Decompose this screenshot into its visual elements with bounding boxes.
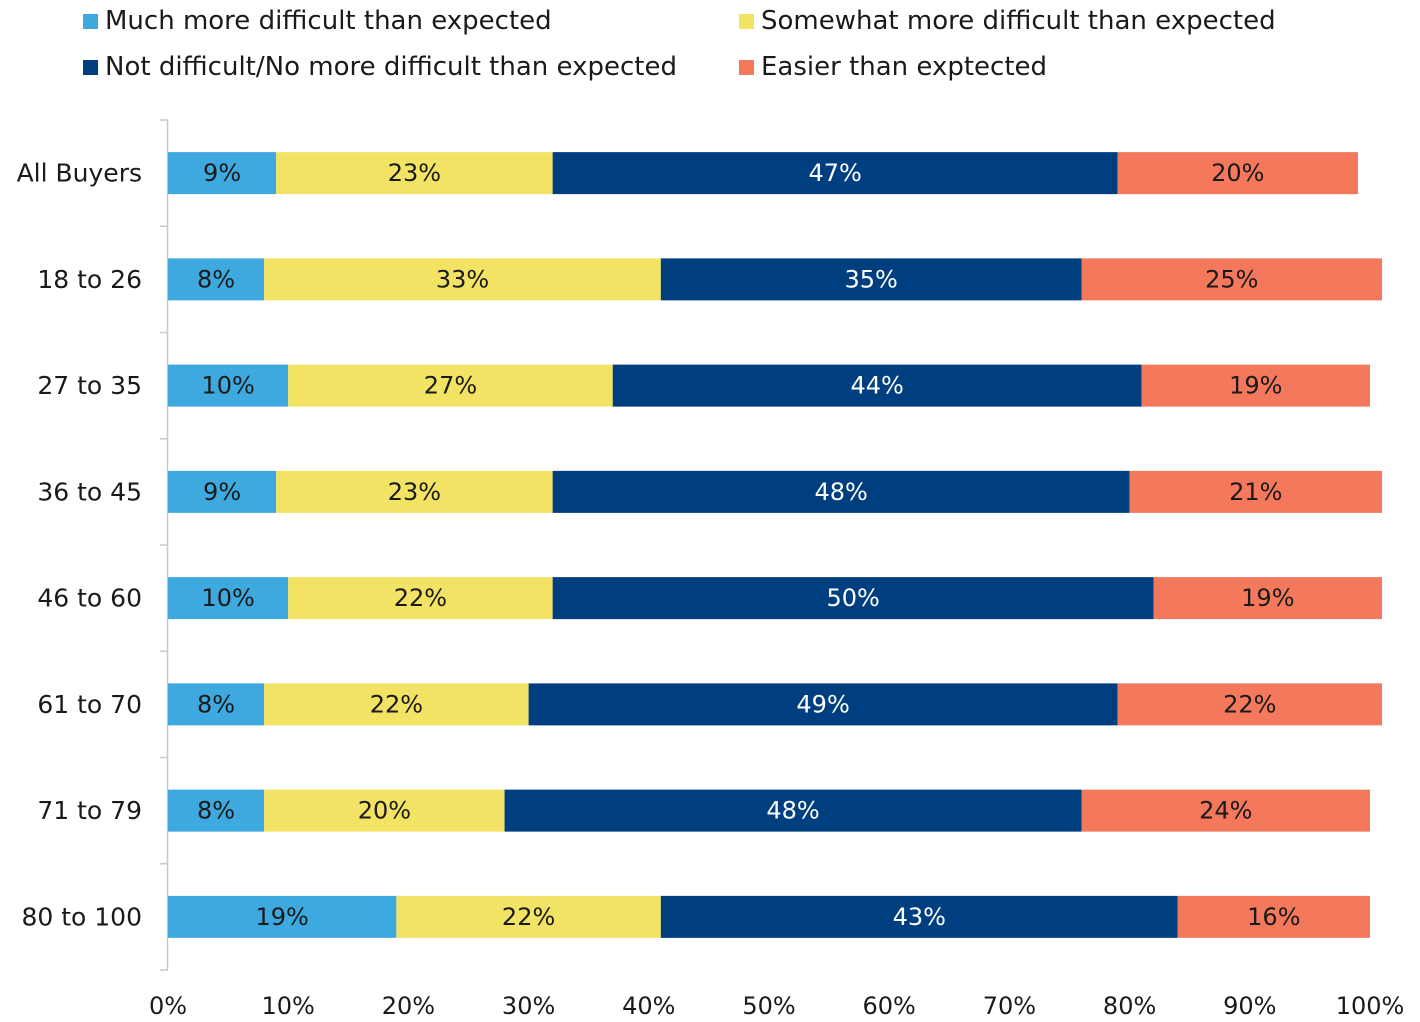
- y-tick-label: All Buyers: [17, 159, 142, 188]
- bar-segment: [1177, 895, 1370, 938]
- bar-segment: [168, 789, 265, 832]
- data-label: 50%: [826, 584, 879, 612]
- x-tick-label: 60%: [863, 992, 916, 1020]
- data-label: 19%: [256, 903, 309, 931]
- data-label: 48%: [766, 797, 819, 825]
- legend-swatch-easier: [739, 59, 754, 75]
- bar-segment: [552, 470, 1130, 513]
- bar-segment: [1129, 470, 1383, 513]
- legend-label-not-difficult: Not difficult/No more difficult than exp…: [105, 52, 677, 82]
- bar-segment: [168, 470, 277, 513]
- data-label: 10%: [201, 372, 254, 400]
- legend-swatch-much-more-difficult: [83, 13, 98, 29]
- x-tick-label: 20%: [382, 992, 435, 1020]
- data-label: 8%: [197, 265, 235, 293]
- data-label: 23%: [388, 159, 441, 187]
- bar-segment: [660, 258, 1082, 301]
- x-tick-label: 100%: [1336, 992, 1405, 1020]
- bar-segment: [396, 895, 661, 938]
- data-label: 9%: [203, 478, 241, 506]
- legend-label-somewhat-more-difficult: Somewhat more difficult than expected: [761, 6, 1276, 36]
- x-tick-label: 80%: [1103, 992, 1156, 1020]
- data-label: 48%: [814, 478, 867, 506]
- bar-segment: [168, 152, 277, 195]
- y-tick-label: 71 to 79: [37, 796, 142, 825]
- data-label: 10%: [201, 584, 254, 612]
- x-tick-label: 50%: [742, 992, 795, 1020]
- data-label: 8%: [197, 690, 235, 718]
- bar-segment: [288, 364, 613, 407]
- data-label: 24%: [1199, 797, 1252, 825]
- x-tick-label: 40%: [622, 992, 675, 1020]
- bar-segment: [264, 789, 505, 832]
- data-label: 22%: [370, 690, 423, 718]
- legend-swatch-somewhat-more-difficult: [739, 13, 754, 29]
- legend-item-easier: Easier than exptected: [739, 52, 1047, 82]
- bar-segment: [168, 683, 265, 726]
- bar-segment: [276, 152, 553, 195]
- data-label: 22%: [394, 584, 447, 612]
- legend-item-much-more-difficult: Much more difficult than expected: [83, 6, 552, 36]
- legend-item-somewhat-more-difficult: Somewhat more difficult than expected: [739, 6, 1276, 36]
- bar-segment: [552, 577, 1154, 620]
- legend-item-not-difficult: Not difficult/No more difficult than exp…: [83, 52, 677, 82]
- data-label: 21%: [1229, 478, 1282, 506]
- bar-segment: [504, 789, 1082, 832]
- data-label: 23%: [388, 478, 441, 506]
- y-tick-label: 80 to 100: [21, 902, 142, 931]
- data-label: 8%: [197, 797, 235, 825]
- y-tick-label: 36 to 45: [37, 477, 142, 506]
- data-label: 47%: [808, 159, 861, 187]
- bar-segment: [276, 470, 553, 513]
- bar-segment: [1117, 152, 1358, 195]
- y-tick-label: 27 to 35: [37, 371, 142, 400]
- bar-segment: [1081, 789, 1370, 832]
- bar-segment: [264, 683, 529, 726]
- data-label: 20%: [358, 797, 411, 825]
- chart-legend: Much more difficult than expected Somewh…: [0, 0, 1420, 90]
- x-tick-label: 90%: [1223, 992, 1276, 1020]
- legend-label-much-more-difficult: Much more difficult than expected: [105, 6, 552, 36]
- data-label: 19%: [1229, 372, 1282, 400]
- bar-segment: [288, 577, 553, 620]
- bar-segment: [168, 364, 289, 407]
- data-label: 44%: [851, 372, 904, 400]
- data-label: 35%: [844, 265, 897, 293]
- x-tick-label: 70%: [983, 992, 1036, 1020]
- bar-segment: [1117, 683, 1383, 726]
- data-label: 9%: [203, 159, 241, 187]
- y-tick-label: 61 to 70: [37, 690, 142, 719]
- legend-swatch-not-difficult: [83, 59, 98, 75]
- bar-segment: [168, 258, 265, 301]
- data-label: 33%: [436, 265, 489, 293]
- data-label: 22%: [502, 903, 555, 931]
- data-label: 22%: [1223, 690, 1276, 718]
- y-tick-label: 46 to 60: [37, 584, 142, 613]
- data-label: 16%: [1247, 903, 1300, 931]
- bar-segment: [552, 152, 1118, 195]
- y-tick-label: 18 to 26: [37, 265, 142, 294]
- legend-label-easier: Easier than exptected: [761, 52, 1048, 82]
- data-label: 43%: [893, 903, 946, 931]
- bar-segment: [612, 364, 1142, 407]
- data-label: 19%: [1241, 584, 1294, 612]
- bar-segment: [528, 683, 1118, 726]
- bar-segment: [168, 895, 397, 938]
- data-label: 25%: [1205, 265, 1258, 293]
- data-label: 27%: [424, 372, 477, 400]
- bar-segment: [168, 577, 289, 620]
- x-tick-label: 0%: [149, 992, 187, 1020]
- x-tick-label: 30%: [502, 992, 555, 1020]
- bar-segment: [1141, 364, 1370, 407]
- data-label: 49%: [796, 690, 849, 718]
- bar-segment: [264, 258, 661, 301]
- bar-segment: [660, 895, 1178, 938]
- x-tick-label: 10%: [262, 992, 315, 1020]
- data-label: 20%: [1211, 159, 1264, 187]
- bar-segment: [1153, 577, 1383, 620]
- bar-segment: [1081, 258, 1383, 301]
